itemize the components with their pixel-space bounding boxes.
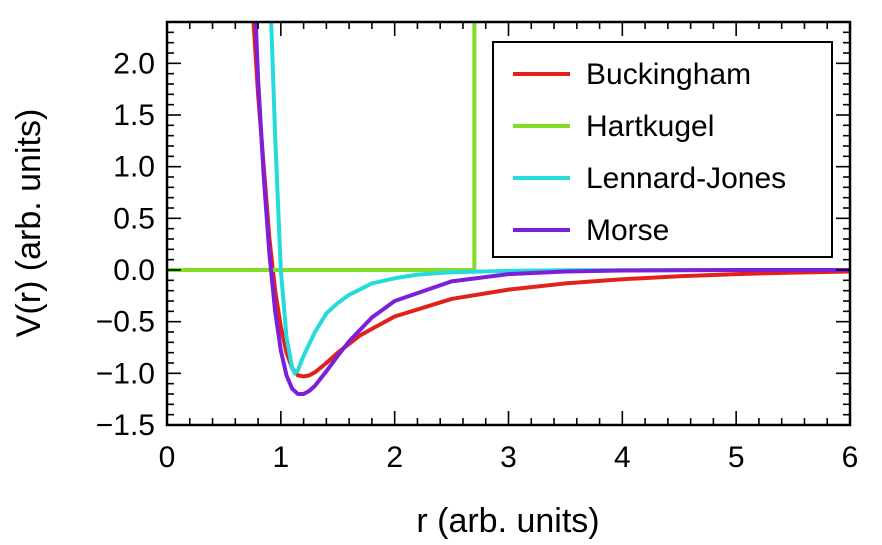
y-tick-label: 1.0 [113, 151, 155, 184]
plot-frame [165, 20, 852, 427]
x-tick-label: 0 [159, 441, 176, 474]
x-tick-label: 5 [728, 441, 745, 474]
series-layer [167, 22, 850, 396]
x-tick-label: 4 [614, 441, 631, 474]
legend-label-morse: Morse [586, 214, 669, 247]
y-tick-label: −0.5 [96, 306, 155, 339]
x-tick-label: 1 [272, 441, 289, 474]
y-tick-label: −1.5 [96, 409, 155, 442]
x-tick-label: 3 [500, 441, 517, 474]
legend-label-buckingham: Buckingham [586, 58, 751, 91]
x-tick-label: 2 [386, 441, 403, 474]
series-line-morse [253, 22, 850, 396]
y-tick-label: 0.0 [113, 254, 155, 287]
y-tick-label: 0.5 [113, 202, 155, 235]
tick-labels-layer: 0 1 2 3 4 5 6 −1.5 −1.0 −0.5 0.0 0.5 1.0 1.5 2.0 [96, 47, 859, 474]
y-tick-label: −1.0 [96, 357, 155, 390]
x-axis-label: r (arb. units) [416, 502, 599, 540]
legend-box [492, 41, 833, 258]
legend-label-lennard-jones: Lennard-Jones [586, 162, 786, 195]
legend: Buckingham Hartkugel Lennard-Jones Morse [492, 41, 833, 258]
y-tick-label: 2.0 [113, 47, 155, 80]
legend-label-hartkugel: Hartkugel [586, 110, 714, 143]
y-tick-label: 1.5 [113, 99, 155, 132]
y-axis-label: V(r) (arb. units) [10, 109, 48, 338]
x-tick-label: 6 [842, 441, 859, 474]
